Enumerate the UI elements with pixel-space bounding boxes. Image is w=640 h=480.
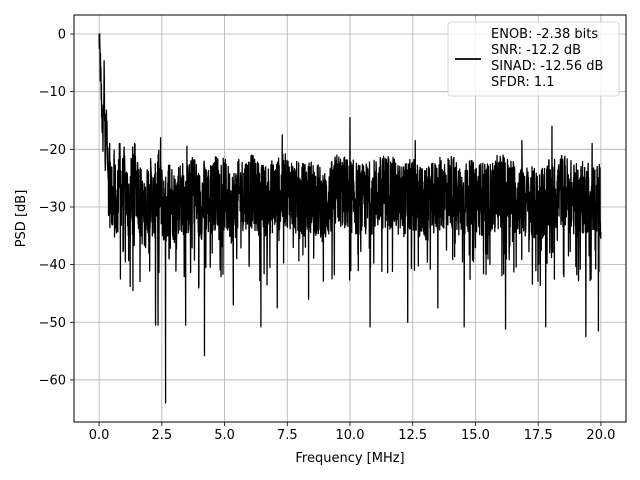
y-axis-label: PSD [dB] bbox=[14, 190, 29, 248]
x-tick-label: 5.0 bbox=[214, 428, 235, 443]
y-tick-label: −20 bbox=[39, 143, 66, 158]
x-tick-label: 2.5 bbox=[151, 428, 172, 443]
y-tick-label: −60 bbox=[39, 373, 66, 388]
x-tick-label: 0.0 bbox=[89, 428, 110, 443]
legend-entry-line: ENOB: -2.38 bits bbox=[491, 27, 598, 42]
x-tick-label: 7.5 bbox=[277, 428, 298, 443]
y-tick-label: 0 bbox=[58, 28, 66, 43]
ticks-layer: 0.0 2.5 5.0 7.5 10.0 12.5 15.0 17.5 20.0 0 −10 −20 −… bbox=[39, 28, 616, 443]
y-tick-label: −30 bbox=[39, 200, 66, 215]
y-tick-label: −10 bbox=[39, 85, 66, 100]
x-tick-label: 20.0 bbox=[586, 428, 615, 443]
y-tick-label: −50 bbox=[39, 316, 66, 331]
y-tick-label: −40 bbox=[39, 258, 66, 273]
x-axis-label: Frequency [MHz] bbox=[295, 451, 404, 466]
legend-entry-line: SINAD: -12.56 dB bbox=[491, 59, 603, 74]
x-tick-label: 17.5 bbox=[524, 428, 553, 443]
legend-entry-line: SFDR: 1.1 bbox=[491, 75, 555, 90]
legend-entry-line: SNR: -12.2 dB bbox=[491, 43, 581, 58]
x-tick-label: 15.0 bbox=[461, 428, 490, 443]
series-line-psd bbox=[98, 33, 602, 404]
plot-area bbox=[98, 33, 602, 404]
legend-box bbox=[447, 21, 620, 97]
x-tick-label: 10.0 bbox=[336, 428, 365, 443]
x-tick-label: 12.5 bbox=[398, 428, 427, 443]
